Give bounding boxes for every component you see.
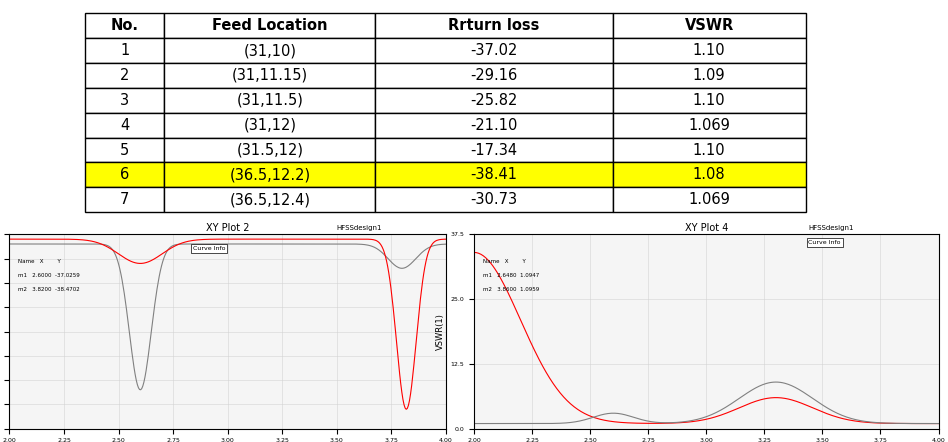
- Bar: [164, 137, 375, 162]
- Text: Name   X        Y: Name X Y: [483, 259, 526, 264]
- Bar: [164, 187, 375, 212]
- Bar: [375, 63, 612, 88]
- Bar: [85, 163, 164, 187]
- Bar: [164, 113, 375, 137]
- Text: 1.10: 1.10: [693, 93, 725, 108]
- Text: -38.41: -38.41: [470, 168, 518, 183]
- Text: 3: 3: [120, 93, 130, 108]
- Text: (31,11.5): (31,11.5): [236, 93, 303, 108]
- Text: m2   3.8600  1.0959: m2 3.8600 1.0959: [483, 287, 539, 292]
- Bar: [375, 13, 612, 38]
- Bar: [612, 88, 806, 113]
- Y-axis label: VSWR(1): VSWR(1): [436, 313, 445, 350]
- Text: 1.08: 1.08: [693, 168, 725, 183]
- Bar: [612, 13, 806, 38]
- Text: 6: 6: [120, 168, 130, 183]
- Text: (36.5,12.4): (36.5,12.4): [229, 192, 310, 207]
- Text: VSWR: VSWR: [684, 18, 734, 33]
- Bar: [164, 163, 375, 187]
- Bar: [612, 38, 806, 63]
- Text: -30.73: -30.73: [470, 192, 518, 207]
- Text: (31.5,12): (31.5,12): [236, 142, 303, 157]
- Bar: [612, 187, 806, 212]
- Text: Rrturn loss: Rrturn loss: [448, 18, 539, 33]
- Text: 1: 1: [120, 43, 130, 58]
- Bar: [164, 88, 375, 113]
- Text: 4: 4: [120, 118, 130, 133]
- Text: m2   3.8200  -38.4702: m2 3.8200 -38.4702: [18, 287, 80, 292]
- Bar: [164, 63, 375, 88]
- Text: -25.82: -25.82: [470, 93, 518, 108]
- Bar: [612, 63, 806, 88]
- Text: -29.16: -29.16: [470, 68, 518, 83]
- Bar: [612, 137, 806, 162]
- Bar: [85, 13, 164, 38]
- Bar: [375, 88, 612, 113]
- Bar: [85, 113, 164, 137]
- Text: (31,12): (31,12): [244, 118, 297, 133]
- Bar: [85, 137, 164, 162]
- Text: Curve Info: Curve Info: [192, 246, 225, 251]
- Text: No.: No.: [111, 18, 138, 33]
- Bar: [85, 63, 164, 88]
- Bar: [375, 187, 612, 212]
- Text: 7: 7: [120, 192, 130, 207]
- Text: 1.10: 1.10: [693, 142, 725, 157]
- Text: Name   X        Y: Name X Y: [18, 259, 61, 264]
- Title: XY Plot 2: XY Plot 2: [206, 224, 249, 233]
- Bar: [85, 38, 164, 63]
- Text: 1.09: 1.09: [693, 68, 725, 83]
- Text: -37.02: -37.02: [470, 43, 518, 58]
- Text: HFSSdesign1: HFSSdesign1: [809, 225, 854, 231]
- Text: m1   2.6000  -37.0259: m1 2.6000 -37.0259: [18, 273, 80, 278]
- Text: Feed Location: Feed Location: [212, 18, 328, 33]
- Bar: [375, 137, 612, 162]
- Text: 2: 2: [120, 68, 130, 83]
- Text: -17.34: -17.34: [470, 142, 518, 157]
- Bar: [375, 38, 612, 63]
- Text: HFSSdesign1: HFSSdesign1: [337, 225, 382, 231]
- Text: (31,10): (31,10): [244, 43, 297, 58]
- Bar: [164, 38, 375, 63]
- Bar: [164, 13, 375, 38]
- Text: (31,11.15): (31,11.15): [231, 68, 308, 83]
- Text: Curve Info: Curve Info: [809, 240, 841, 245]
- Text: 1.10: 1.10: [693, 43, 725, 58]
- Text: 1.069: 1.069: [688, 118, 730, 133]
- Bar: [85, 187, 164, 212]
- Text: (36.5,12.2): (36.5,12.2): [229, 168, 310, 183]
- Text: 5: 5: [120, 142, 130, 157]
- Text: 1.069: 1.069: [688, 192, 730, 207]
- Bar: [85, 88, 164, 113]
- Bar: [612, 113, 806, 137]
- Bar: [375, 113, 612, 137]
- Text: -21.10: -21.10: [470, 118, 518, 133]
- Title: XY Plot 4: XY Plot 4: [684, 224, 728, 233]
- Text: m1   2.6480  1.0947: m1 2.6480 1.0947: [483, 273, 539, 278]
- Bar: [375, 163, 612, 187]
- Bar: [612, 163, 806, 187]
